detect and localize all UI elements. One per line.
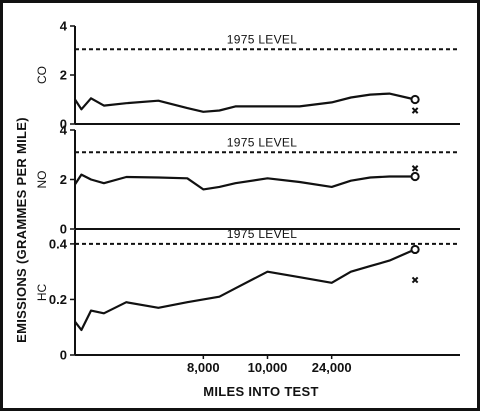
circle-marker xyxy=(410,244,420,255)
panels: 0 2 4 CO 1975 LEVEL 0 2 4 NO 1975 LEVEL 0 0.2 0.4 HC 1… xyxy=(35,19,460,363)
x-tick-label: 24,000 xyxy=(312,360,352,375)
cross-marker xyxy=(411,276,419,284)
panel-label: NO xyxy=(35,171,49,189)
cross-marker xyxy=(411,165,419,172)
y-tick-label: 2 xyxy=(60,68,67,83)
panel-co: 0 2 4 CO 1975 LEVEL xyxy=(35,19,460,132)
reference-label: 1975 LEVEL xyxy=(227,32,297,46)
cross-stroke xyxy=(411,165,419,172)
y-tick-label: 4 xyxy=(60,19,68,34)
panel-hc: 0 0.2 0.4 HC 1975 LEVEL xyxy=(35,227,460,363)
x-tick-label: 8,000 xyxy=(187,360,220,375)
y-tick-label: 0 xyxy=(60,117,67,132)
y-tick-label: 0 xyxy=(60,348,67,363)
data-line xyxy=(74,92,416,113)
panel-label: HC xyxy=(35,284,49,302)
circle-marker xyxy=(410,94,420,105)
cross-marker xyxy=(411,107,419,114)
y-axis-title: EMISSIONS (GRAMMES PER MILE) xyxy=(14,117,29,343)
data-line xyxy=(74,173,416,191)
x-axis-title: MILES INTO TEST xyxy=(203,384,319,399)
circle-marker xyxy=(410,171,420,182)
y-tick-label: 0.2 xyxy=(49,292,67,307)
reference-label: 1975 LEVEL xyxy=(227,227,297,241)
cross-stroke xyxy=(411,107,419,114)
x-axis: 8,000 10,000 24,000 xyxy=(187,355,352,375)
cross-stroke xyxy=(411,276,419,284)
y-tick-label: 4 xyxy=(60,123,68,138)
y-tick-label: 0.4 xyxy=(49,236,68,251)
y-tick-label: 0 xyxy=(60,222,67,237)
reference-label: 1975 LEVEL xyxy=(227,135,297,149)
panel-label: CO xyxy=(35,66,49,84)
data-line xyxy=(74,248,416,332)
x-tick-label: 10,000 xyxy=(248,360,288,375)
y-tick-label: 2 xyxy=(60,172,67,187)
panel-no: 0 2 4 NO 1975 LEVEL xyxy=(35,123,460,237)
